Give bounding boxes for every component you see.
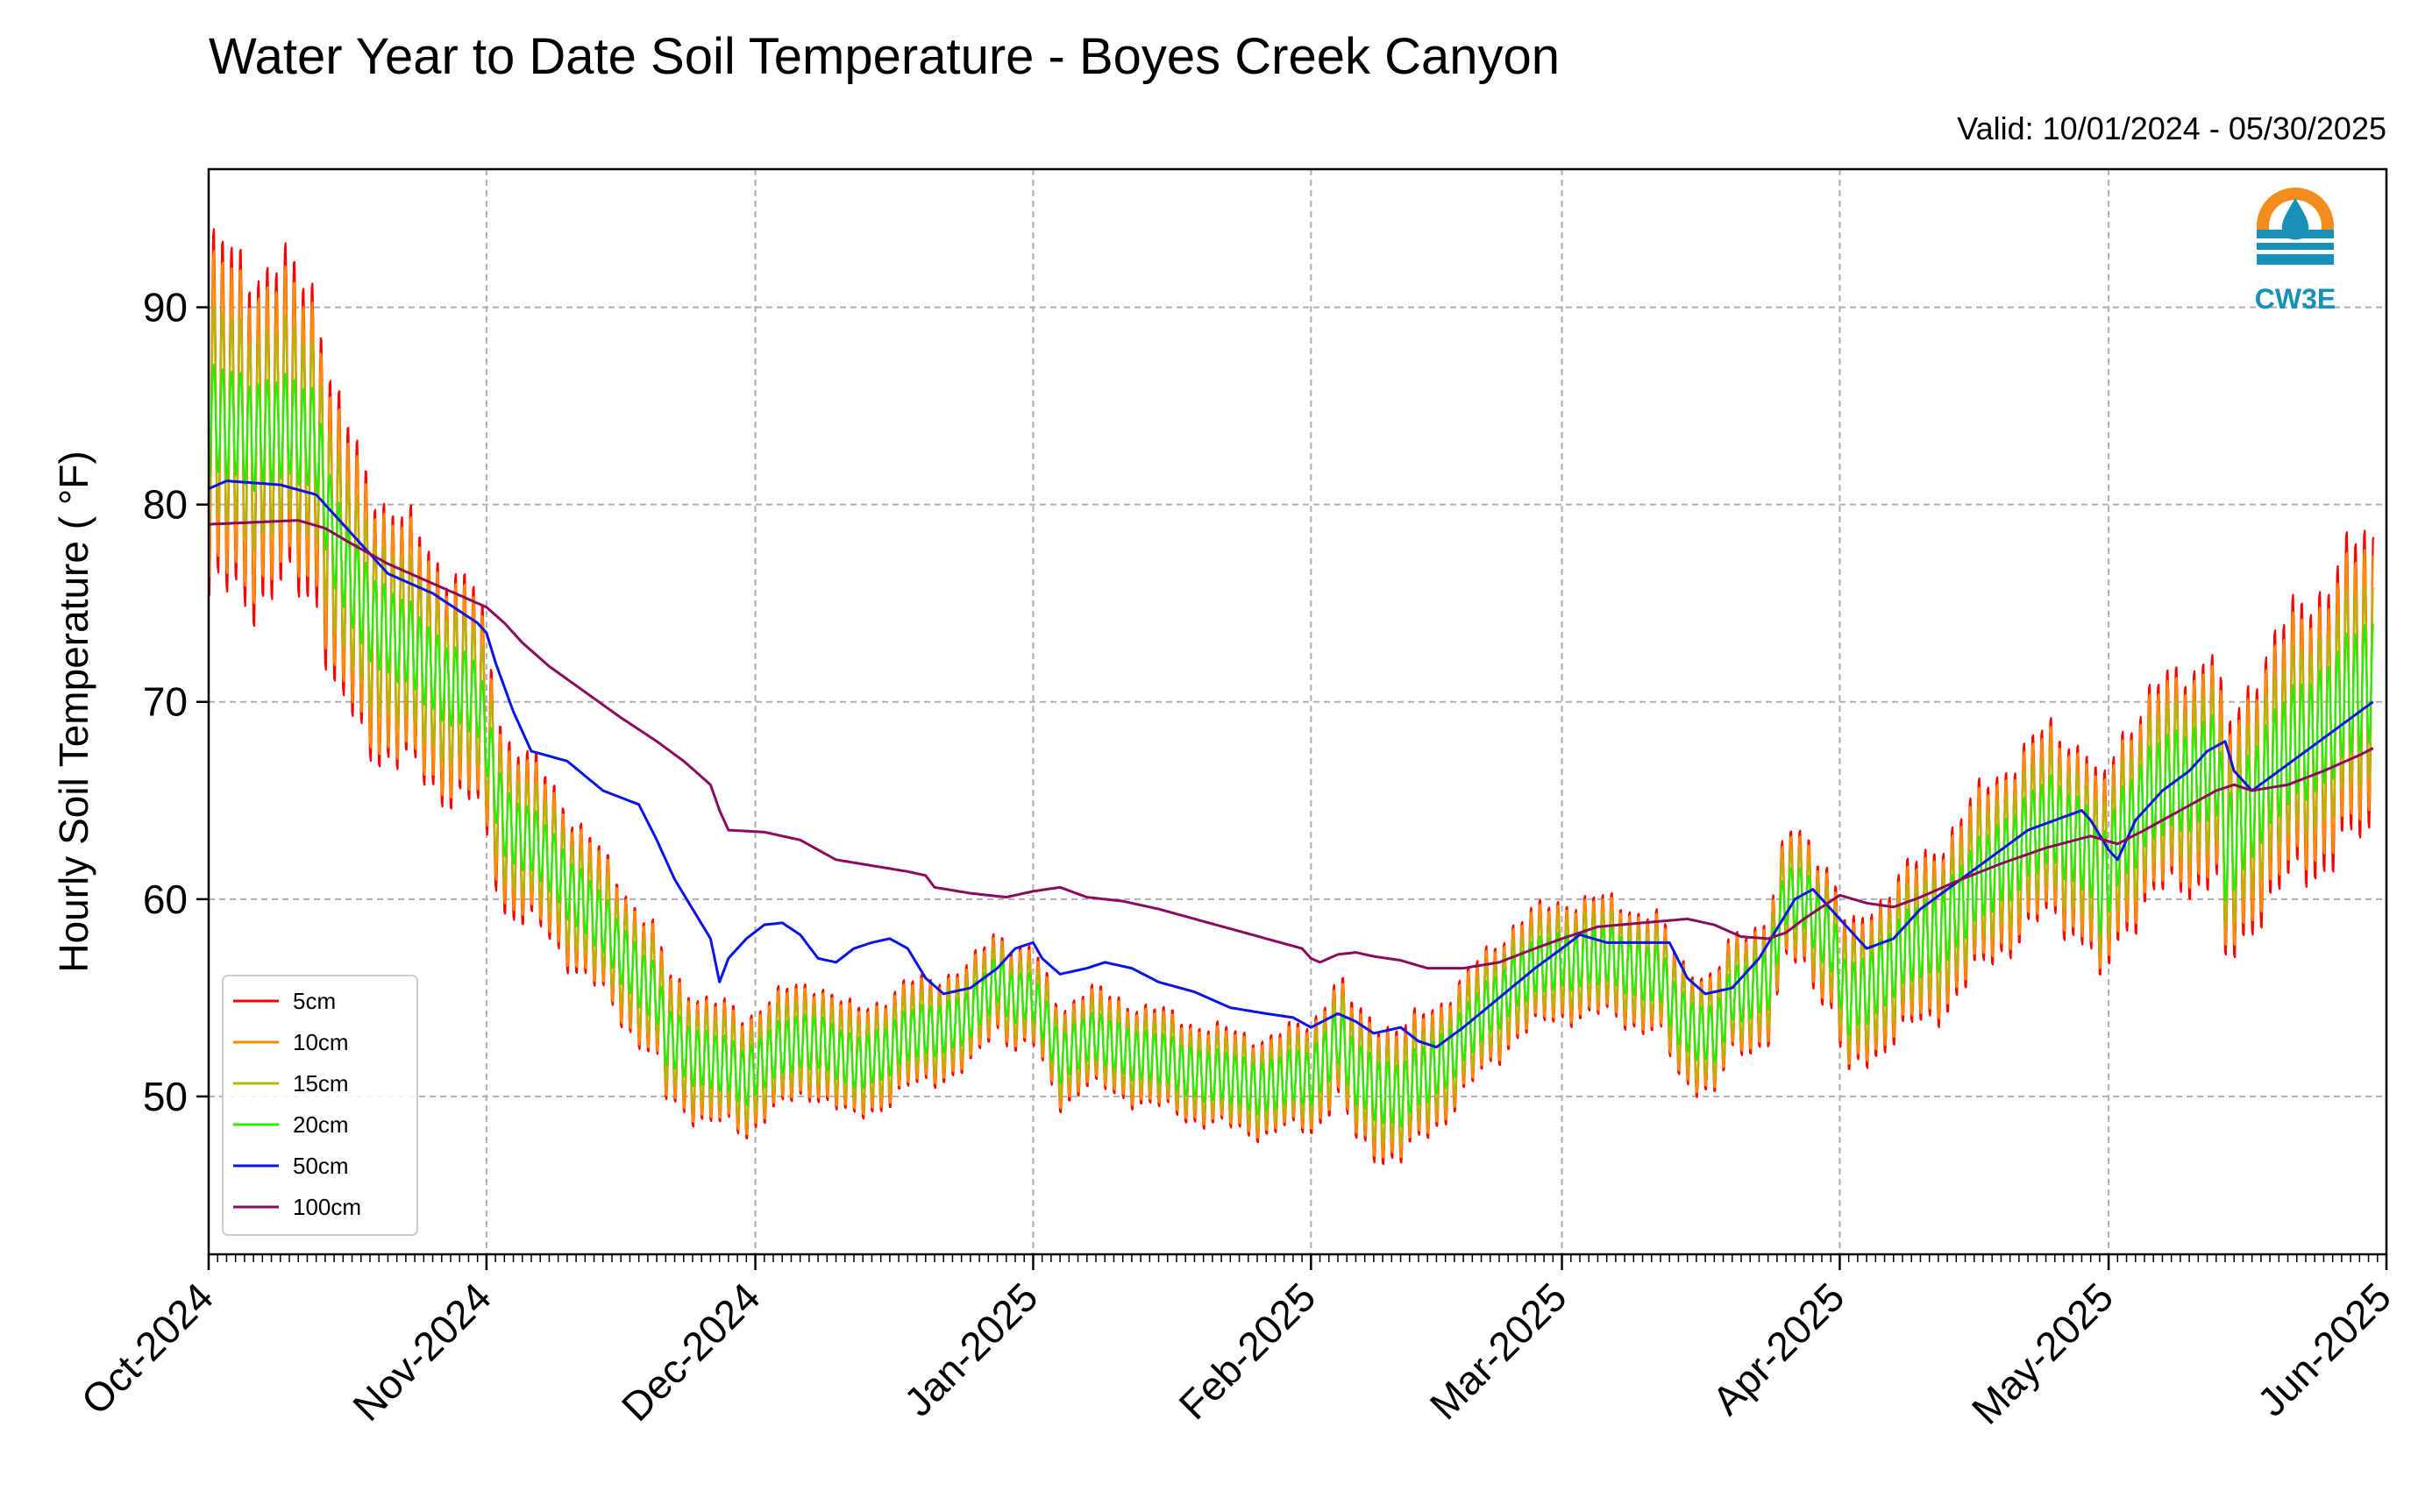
x-tick-label: Jan-2025 <box>895 1274 1046 1424</box>
x-tick-label: May-2025 <box>1963 1274 2122 1432</box>
legend-label: 50cm <box>293 1153 349 1179</box>
x-tick-label: Apr-2025 <box>1703 1274 1853 1423</box>
series-line-20cm <box>208 364 2375 1128</box>
plot-frame <box>207 167 2388 1256</box>
legend-box <box>222 975 418 1236</box>
legend-label: 5cm <box>293 988 336 1014</box>
legend: 5cm 10cm 15cm 20cm 50cm 100cm <box>222 975 418 1236</box>
legend-label: 10cm <box>293 1029 349 1055</box>
x-tick-label: Oct-2024 <box>73 1274 223 1423</box>
y-axis-label: Hourly Soil Temperature ( °F) <box>51 451 96 972</box>
x-axis: Oct-2024 Nov-2024 Dec-2024 Jan-2025 Feb-2025… <box>73 1254 2400 1433</box>
series-line-50cm <box>208 479 2374 1049</box>
y-tick-label: 80 <box>143 482 188 528</box>
x-tick-label: Nov-2024 <box>344 1274 500 1430</box>
legend-label: 20cm <box>293 1111 349 1138</box>
x-tick-label: Jun-2025 <box>2249 1274 2400 1424</box>
y-axis: 50 60 70 80 90 <box>143 285 209 1119</box>
series-line-5cm <box>208 228 2375 1166</box>
logo-drop-icon <box>2281 198 2309 240</box>
legend-label: 100cm <box>293 1194 361 1220</box>
y-tick-label: 90 <box>143 285 188 330</box>
x-tick-label: Dec-2024 <box>613 1274 769 1430</box>
y-tick-label: 60 <box>143 877 188 922</box>
logo-text: CW3E <box>2255 283 2336 315</box>
cw3e-logo: CW3E <box>2255 188 2336 315</box>
logo-wave-stripe-icon <box>2257 250 2334 254</box>
y-tick-label: 70 <box>143 679 188 725</box>
series-line-100cm <box>208 519 2374 970</box>
series-line-10cm <box>208 250 2375 1159</box>
chart-subtitle: Valid: 10/01/2024 - 05/30/2025 <box>1957 110 2386 146</box>
x-tick-label: Feb-2025 <box>1170 1274 1324 1428</box>
chart-title: Water Year to Date Soil Temperature - Bo… <box>209 28 1560 85</box>
y-tick-label: 50 <box>143 1074 188 1119</box>
legend-label: 15cm <box>293 1070 349 1097</box>
x-tick-label: Mar-2025 <box>1421 1274 1575 1428</box>
plot-area <box>208 228 2375 1166</box>
logo-wave-stripe-icon <box>2257 238 2334 243</box>
grid-lines <box>209 169 2386 1254</box>
